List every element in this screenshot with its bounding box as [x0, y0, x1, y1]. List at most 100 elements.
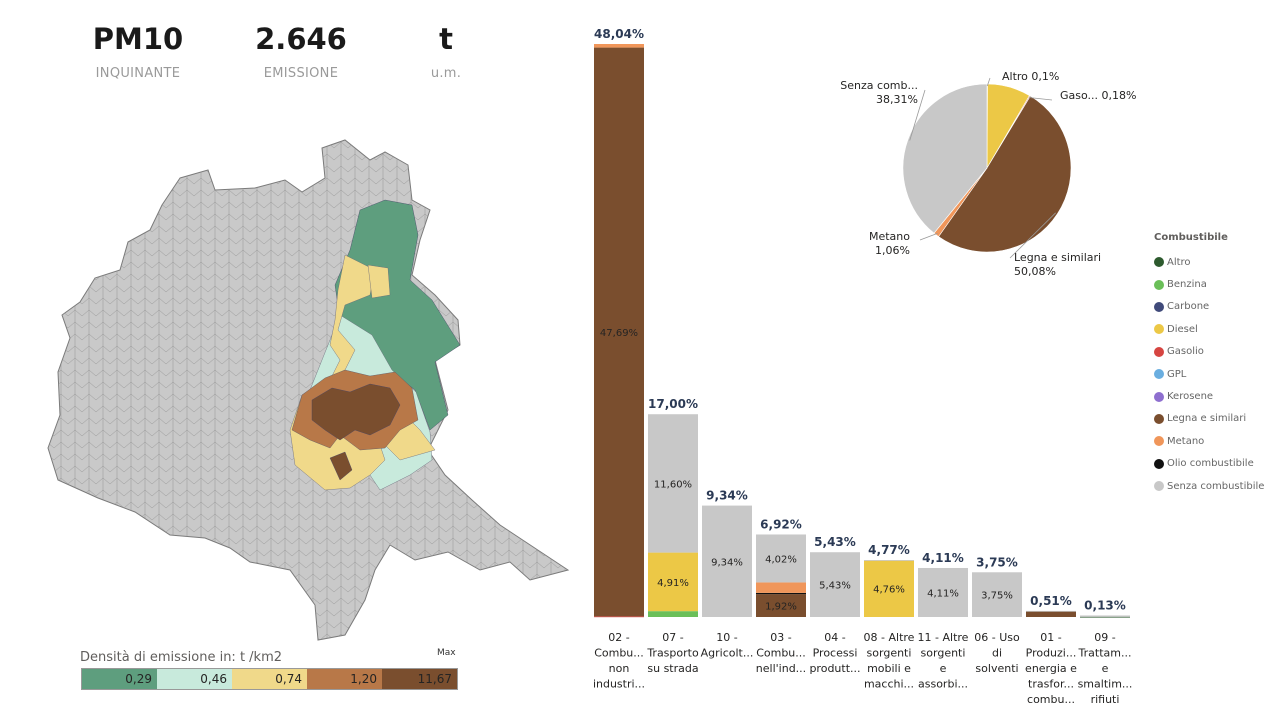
pie-callout-label: Gaso... 0,18% — [1060, 89, 1136, 102]
fuel-legend-item[interactable]: Olio combustibile — [1154, 453, 1264, 475]
legend-dot-icon — [1154, 369, 1164, 380]
fuel-pie-chart: Altro 0,1%Gaso... 0,18% Legna e similari5… — [840, 70, 1136, 278]
x-tick-label: 09 -Trattam... e smaltim... rifiuti — [1078, 631, 1133, 706]
kpi-value: t — [439, 22, 453, 56]
bar-segment[interactable] — [864, 560, 914, 617]
bar-segment-label: 4,11% — [927, 588, 959, 599]
pie-callout-label: 38,31% — [876, 93, 918, 106]
fuel-legend-label: Gasolio — [1167, 346, 1204, 358]
kpi-label: EMISSIONE — [263, 66, 339, 81]
bar-segment[interactable] — [864, 560, 914, 561]
province-dark-brown-area[interactable] — [311, 383, 401, 441]
bar-total-label: 4,77% — [868, 543, 910, 557]
fuel-legend-item[interactable]: Kerosene — [1154, 385, 1264, 407]
bar-segment[interactable] — [594, 616, 644, 618]
bar-segment[interactable] — [972, 572, 1022, 617]
province-dark-brown-spot[interactable] — [329, 451, 353, 481]
kpi-emissione: 2.646 EMISSIONE — [226, 20, 376, 81]
bar-segment[interactable] — [594, 44, 644, 48]
bar-segment[interactable] — [648, 552, 698, 612]
x-tick-label: 03 -Combu... nell'ind... — [756, 631, 806, 675]
bar-segment[interactable] — [810, 552, 860, 617]
legend-dot-icon — [1154, 391, 1164, 402]
bar-segment-label: 11,60% — [654, 479, 692, 490]
pie-leader-line — [1009, 212, 1056, 259]
legend-dot-icon — [1154, 301, 1164, 312]
bar-segment[interactable] — [1026, 610, 1076, 612]
fuel-legend-label: GPL — [1167, 368, 1187, 380]
kpi-value: 2.646 — [255, 22, 347, 56]
fuel-legend-item[interactable]: Legna e similari — [1154, 408, 1264, 430]
legend-dot-icon — [1154, 481, 1164, 492]
legend-dot-icon — [1154, 257, 1164, 268]
bar-total-label: 3,75% — [976, 555, 1018, 569]
pie-leader-line — [909, 89, 926, 141]
fuel-legend-item[interactable]: Senza combustibile — [1154, 475, 1264, 497]
x-tick-label: 10 -Agricolt... — [701, 631, 754, 660]
bar-segment[interactable] — [1026, 611, 1076, 617]
fuel-legend-item[interactable]: Gasolio — [1154, 341, 1264, 363]
fuel-legend-label: Altro — [1167, 256, 1191, 268]
fuel-legend-item[interactable]: GPL — [1154, 363, 1264, 385]
fuel-legend-item[interactable]: Altro — [1154, 251, 1264, 273]
pie-slice[interactable] — [902, 83, 988, 234]
fuel-legend-label: Metano — [1167, 435, 1205, 447]
fuel-legend-label: Diesel — [1167, 323, 1198, 335]
fuel-legend-item[interactable]: Diesel — [1154, 318, 1264, 340]
bar-segment[interactable] — [648, 611, 698, 617]
bar-total-label: 17,00% — [648, 397, 698, 411]
pie-callout-label: 1,06% — [875, 244, 910, 257]
fuel-legend-item[interactable]: Carbone — [1154, 296, 1264, 318]
bar-segment-label: 47,69% — [600, 328, 638, 339]
legend-dot-icon — [1154, 346, 1164, 357]
pie-callout-label: Metano — [869, 230, 910, 243]
bar-segment-label: 5,43% — [819, 581, 851, 592]
legend-bin-4: 1,20 — [307, 669, 382, 689]
bar-segment[interactable] — [918, 567, 968, 617]
x-tick-label: 01 -Produzi... energia e trasfor... combu..… — [1025, 631, 1077, 706]
bar-segment[interactable] — [756, 592, 806, 595]
x-tick-label: 06 - Uso di solventi — [974, 631, 1020, 675]
kpi-inquinante: PM10 INQUINANTE — [63, 20, 213, 81]
fuel-legend-label: Senza combustibile — [1167, 480, 1265, 492]
pie-callout-label: Senza comb... — [840, 79, 918, 92]
fuel-legend-label: Benzina — [1167, 279, 1207, 291]
legend-dot-icon — [1154, 436, 1164, 447]
fuel-legend-item[interactable]: Metano — [1154, 430, 1264, 452]
sector-bar-chart: 47,69% 48,04% 02 -Combu... non industri... 4,… — [593, 27, 1133, 706]
legend-dot-icon — [1154, 279, 1164, 290]
bar-segment[interactable] — [1080, 616, 1130, 618]
legend-bin-1: 0,29 — [82, 669, 157, 689]
bar-segment[interactable] — [756, 582, 806, 593]
fuel-legend: Combustibile Altro Benzina Carbone Diesel Ga… — [1154, 232, 1264, 497]
pie-slice[interactable] — [938, 95, 1072, 253]
bar-segment-label: 4,76% — [873, 585, 905, 596]
fuel-legend-label: Legna e similari — [1167, 413, 1247, 425]
legend-bin-3: 0,74 — [232, 669, 307, 689]
legend-bin-5: 11,67 — [382, 669, 457, 689]
bar-segment[interactable] — [756, 534, 806, 583]
pie-leader-line — [986, 77, 991, 87]
bar-total-label: 5,43% — [814, 535, 856, 549]
bar-segment[interactable] — [756, 594, 806, 617]
bar-segment[interactable] — [1080, 615, 1130, 617]
x-tick-label: 02 -Combu... non industri... — [593, 631, 645, 691]
bar-total-label: 9,34% — [706, 489, 748, 503]
x-tick-label: 08 - Altre sorgenti mobili e macchi... — [864, 631, 915, 691]
emission-density-map[interactable] — [40, 130, 580, 645]
fuel-legend-item[interactable]: Benzina — [1154, 273, 1264, 295]
bar-segment[interactable] — [594, 47, 644, 617]
pie-callout-label: 50,08% — [1014, 265, 1056, 278]
x-tick-label: 04 -Processi produtt... — [809, 631, 860, 675]
bar-total-label: 48,04% — [594, 27, 644, 41]
legend-dot-icon — [1154, 413, 1164, 424]
pie-callout-label: Legna e similari — [1014, 251, 1101, 264]
kpi-label: INQUINANTE — [95, 66, 181, 81]
province-yellow-spot[interactable] — [367, 264, 391, 299]
bar-segment[interactable] — [648, 414, 698, 553]
kpi-label: u.m. — [430, 66, 462, 81]
x-tick-label: 11 - Altre sorgenti e assorbi... — [918, 631, 969, 691]
bar-segment[interactable] — [702, 505, 752, 617]
region-texture — [48, 140, 568, 640]
bar-segment-label: 4,91% — [657, 578, 689, 589]
